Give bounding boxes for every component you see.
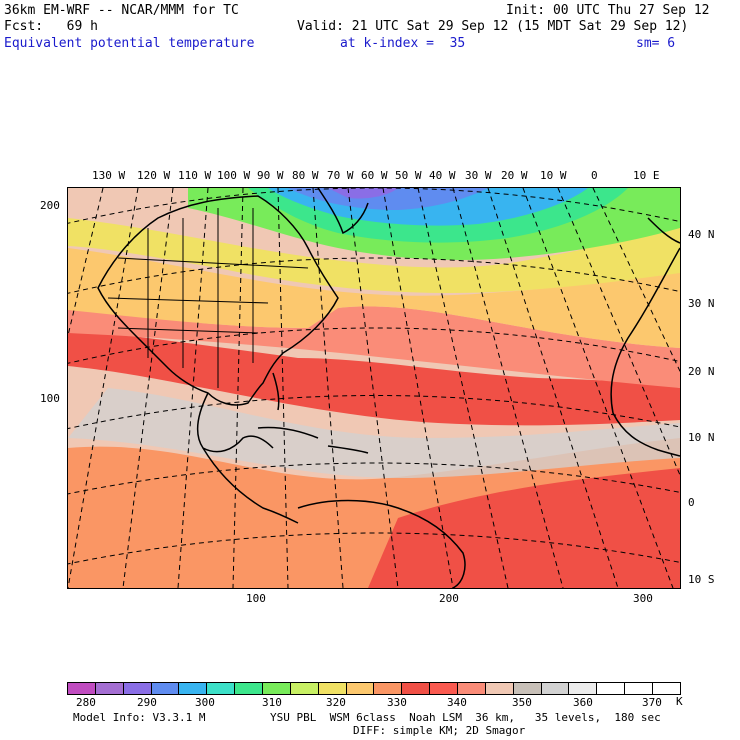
field-north-purple — [328, 188, 398, 199]
coastlines — [97, 188, 680, 588]
latitude-label: 10 N — [688, 431, 715, 444]
colorbar-swatch — [346, 683, 375, 694]
colorbar-swatch — [318, 683, 347, 694]
forecast-hour: Fcst: 69 h — [4, 19, 98, 34]
longitude-label: 0 — [591, 169, 598, 182]
longitude-label: 10 E — [633, 169, 660, 182]
longitude-label: 10 W — [540, 169, 567, 182]
longitude-label: 90 W — [257, 169, 284, 182]
colorbar-swatch — [541, 683, 570, 694]
longitude-label: 80 W — [292, 169, 319, 182]
field-midlat-orange — [68, 248, 680, 348]
colorbar-swatch — [402, 683, 431, 694]
longitude-label: 50 W — [395, 169, 422, 182]
colorbar-label: 350 — [512, 696, 532, 709]
colorbar-label: 370 — [642, 696, 662, 709]
init-time: Init: 00 UTC Thu 27 Sep 12 — [506, 3, 710, 18]
left-tick-100: 100 — [40, 392, 60, 405]
field-sw-warm — [68, 487, 218, 588]
colorbar-swatch — [430, 683, 459, 694]
colorbar-label: 360 — [573, 696, 593, 709]
colorbar-swatch — [235, 683, 264, 694]
k-index-label: at k-index = 35 — [340, 36, 466, 51]
colorbar-swatch — [179, 683, 208, 694]
theta-e-map — [67, 187, 681, 589]
colorbar-swatch — [653, 683, 680, 694]
longitude-label: 100 W — [217, 169, 251, 182]
colorbar-swatch — [68, 683, 96, 694]
bottom-tick-200: 200 — [439, 592, 459, 605]
field-midlat-yellow — [68, 218, 680, 293]
colorbar-label: 280 — [76, 696, 96, 709]
colorbar — [67, 682, 681, 695]
colorbar-label: 320 — [326, 696, 346, 709]
model-title: 36km EM-WRF -- NCAR/MMM for TC — [4, 3, 239, 18]
colorbar-label: 330 — [387, 696, 407, 709]
longitude-label: 60 W — [361, 169, 388, 182]
colorbar-swatch — [625, 683, 654, 694]
colorbar-swatch — [151, 683, 180, 694]
field-tropical-grey — [68, 388, 680, 478]
latitude-label: 20 N — [688, 365, 715, 378]
model-info: Model Info: V3.3.1 M — [73, 711, 206, 724]
bottom-tick-300: 300 — [633, 592, 653, 605]
bottom-tick-100: 100 — [246, 592, 266, 605]
left-tick-200: 200 — [40, 199, 60, 212]
colorbar-label: 310 — [262, 696, 282, 709]
latitude-label: 0 — [688, 496, 695, 509]
physics-info: YSU PBL WSM 6class Noah LSM 36 km, 35 le… — [270, 711, 661, 724]
diffusion-info: DIFF: simple KM; 2D Smagor — [353, 724, 526, 737]
longitude-label: 70 W — [327, 169, 354, 182]
latitude-label: 30 N — [688, 297, 715, 310]
longitude-label: 120 W — [137, 169, 171, 182]
colorbar-swatch — [485, 683, 514, 694]
field-north-blue — [288, 188, 488, 210]
political-borders — [107, 208, 309, 388]
colorbar-swatch — [374, 683, 403, 694]
field-subtropical-salmon — [68, 306, 680, 388]
field-name: Equivalent potential temperature — [4, 36, 255, 51]
colorbar-unit: K — [676, 695, 683, 708]
colorbar-label: 340 — [447, 696, 467, 709]
graticule — [68, 188, 680, 588]
colorbar-swatch — [123, 683, 152, 694]
longitude-label: 40 W — [429, 169, 456, 182]
colorbar-swatch — [569, 683, 598, 694]
colorbar-swatch — [263, 683, 291, 694]
longitude-label: 30 W — [465, 169, 492, 182]
longitude-label: 130 W — [92, 169, 126, 182]
map-field — [68, 188, 680, 588]
colorbar-label: 290 — [137, 696, 157, 709]
colorbar-swatch — [458, 683, 486, 694]
colorbar-swatch — [95, 683, 124, 694]
field-subtropical-red — [68, 328, 680, 426]
colorbar-swatch — [290, 683, 319, 694]
longitude-label: 20 W — [501, 169, 528, 182]
longitude-label: 110 W — [178, 169, 212, 182]
smoothing-label: sm= 6 — [636, 36, 676, 51]
latitude-label: 40 N — [688, 228, 715, 241]
colorbar-swatch — [513, 683, 542, 694]
colorbar-label: 300 — [195, 696, 215, 709]
latitude-label: 10 S — [688, 573, 715, 586]
field-south-hot — [368, 468, 680, 588]
valid-time: Valid: 21 UTC Sat 29 Sep 12 (15 MDT Sat … — [297, 19, 689, 34]
colorbar-swatch — [207, 683, 236, 694]
colorbar-swatch — [597, 683, 626, 694]
